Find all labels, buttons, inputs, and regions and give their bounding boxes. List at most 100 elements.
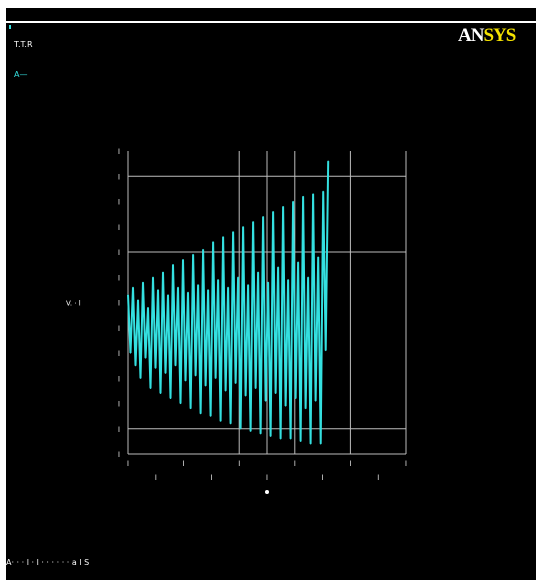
data-point [247, 284, 249, 286]
data-point [192, 253, 194, 256]
x-axis-marker [265, 490, 269, 494]
data-point [265, 400, 267, 402]
x-tick-label: l [266, 474, 268, 482]
data-point [234, 382, 237, 384]
data-point [194, 375, 197, 377]
data-point [164, 372, 167, 374]
data-point [227, 286, 229, 288]
data-point [257, 271, 259, 273]
status-footer: A· · · l · l · · · · · · a l S [6, 558, 90, 567]
x-tick-label: l [127, 460, 129, 468]
data-point [312, 193, 314, 195]
y-tick-label: l [118, 199, 120, 207]
data-point [207, 289, 209, 291]
x-tick-label: l [322, 474, 324, 482]
data-point [249, 430, 252, 432]
data-point [322, 190, 324, 192]
data-point [272, 211, 274, 213]
data-point [147, 306, 149, 309]
data-point [327, 160, 329, 162]
data-point [277, 266, 279, 268]
x-tick-label: l [349, 460, 351, 468]
data-point [182, 258, 184, 261]
y-axis-label: V. · l [66, 300, 81, 308]
data-point [219, 420, 222, 422]
logo-part-sys: SYS [483, 25, 516, 46]
data-point [209, 415, 212, 417]
y-tick-label: l [118, 300, 120, 308]
data-point [295, 397, 297, 400]
x-tick-label: l [238, 460, 240, 468]
x-tick-label: l [405, 460, 407, 468]
data-point [177, 286, 179, 288]
x-tick-label: l [155, 474, 157, 482]
legend-entry: A— [14, 70, 28, 79]
data-point [239, 428, 242, 430]
data-point [149, 387, 152, 389]
y-tick-label: l [118, 325, 120, 333]
data-point [307, 276, 309, 278]
data-point [282, 205, 284, 208]
data-point [292, 200, 294, 203]
data-point [287, 279, 289, 281]
data-point [144, 357, 147, 359]
y-tick-label: l [118, 426, 120, 434]
data-point [285, 405, 287, 407]
data-point [172, 264, 174, 266]
y-tick-label: l [118, 148, 120, 156]
data-point [317, 256, 319, 258]
data-point [197, 284, 199, 286]
data-point [212, 241, 214, 243]
data-point [137, 299, 139, 301]
data-point [297, 261, 299, 263]
data-point [325, 349, 327, 352]
data-point [275, 392, 277, 394]
data-point [159, 392, 162, 394]
data-point [202, 248, 204, 251]
top-marker [9, 25, 11, 29]
data-point [179, 402, 182, 405]
data-point [187, 291, 189, 293]
y-tick-label: l [118, 249, 120, 257]
x-tick-label: l [210, 474, 212, 482]
data-point [252, 221, 254, 223]
y-tick-label: l [118, 274, 120, 282]
top-border-line [6, 21, 536, 23]
data-point [280, 438, 282, 440]
data-point [134, 365, 137, 367]
data-point [237, 276, 239, 278]
data-point [310, 443, 312, 445]
data-point [169, 397, 172, 400]
data-point [262, 216, 264, 218]
data-point [129, 352, 132, 354]
data-point [204, 385, 207, 387]
data-point [132, 286, 134, 288]
y-tick-label: l [118, 350, 120, 358]
data-point [320, 443, 322, 445]
data-point [300, 440, 302, 442]
logo-part-an: AN [458, 25, 484, 46]
data-point [270, 435, 272, 437]
data-point [224, 390, 227, 392]
data-point [154, 367, 157, 369]
x-tick-label: l [183, 460, 185, 468]
data-point [142, 281, 144, 283]
x-tick-label: l [377, 474, 379, 482]
data-point [222, 236, 224, 238]
y-tick-label: l [118, 224, 120, 232]
data-point [199, 413, 202, 415]
data-point [162, 271, 164, 273]
y-tick-label: l [118, 375, 120, 383]
data-point [217, 279, 219, 281]
data-point [174, 365, 177, 367]
data-point [152, 276, 154, 278]
data-point [255, 387, 257, 389]
y-tick-label: l [118, 451, 120, 459]
y-tick-label: l [118, 401, 120, 409]
data-point [127, 294, 129, 296]
ansys-logo: ANSYS [458, 25, 516, 47]
x-tick-label: l [294, 460, 296, 468]
data-point [214, 377, 217, 379]
